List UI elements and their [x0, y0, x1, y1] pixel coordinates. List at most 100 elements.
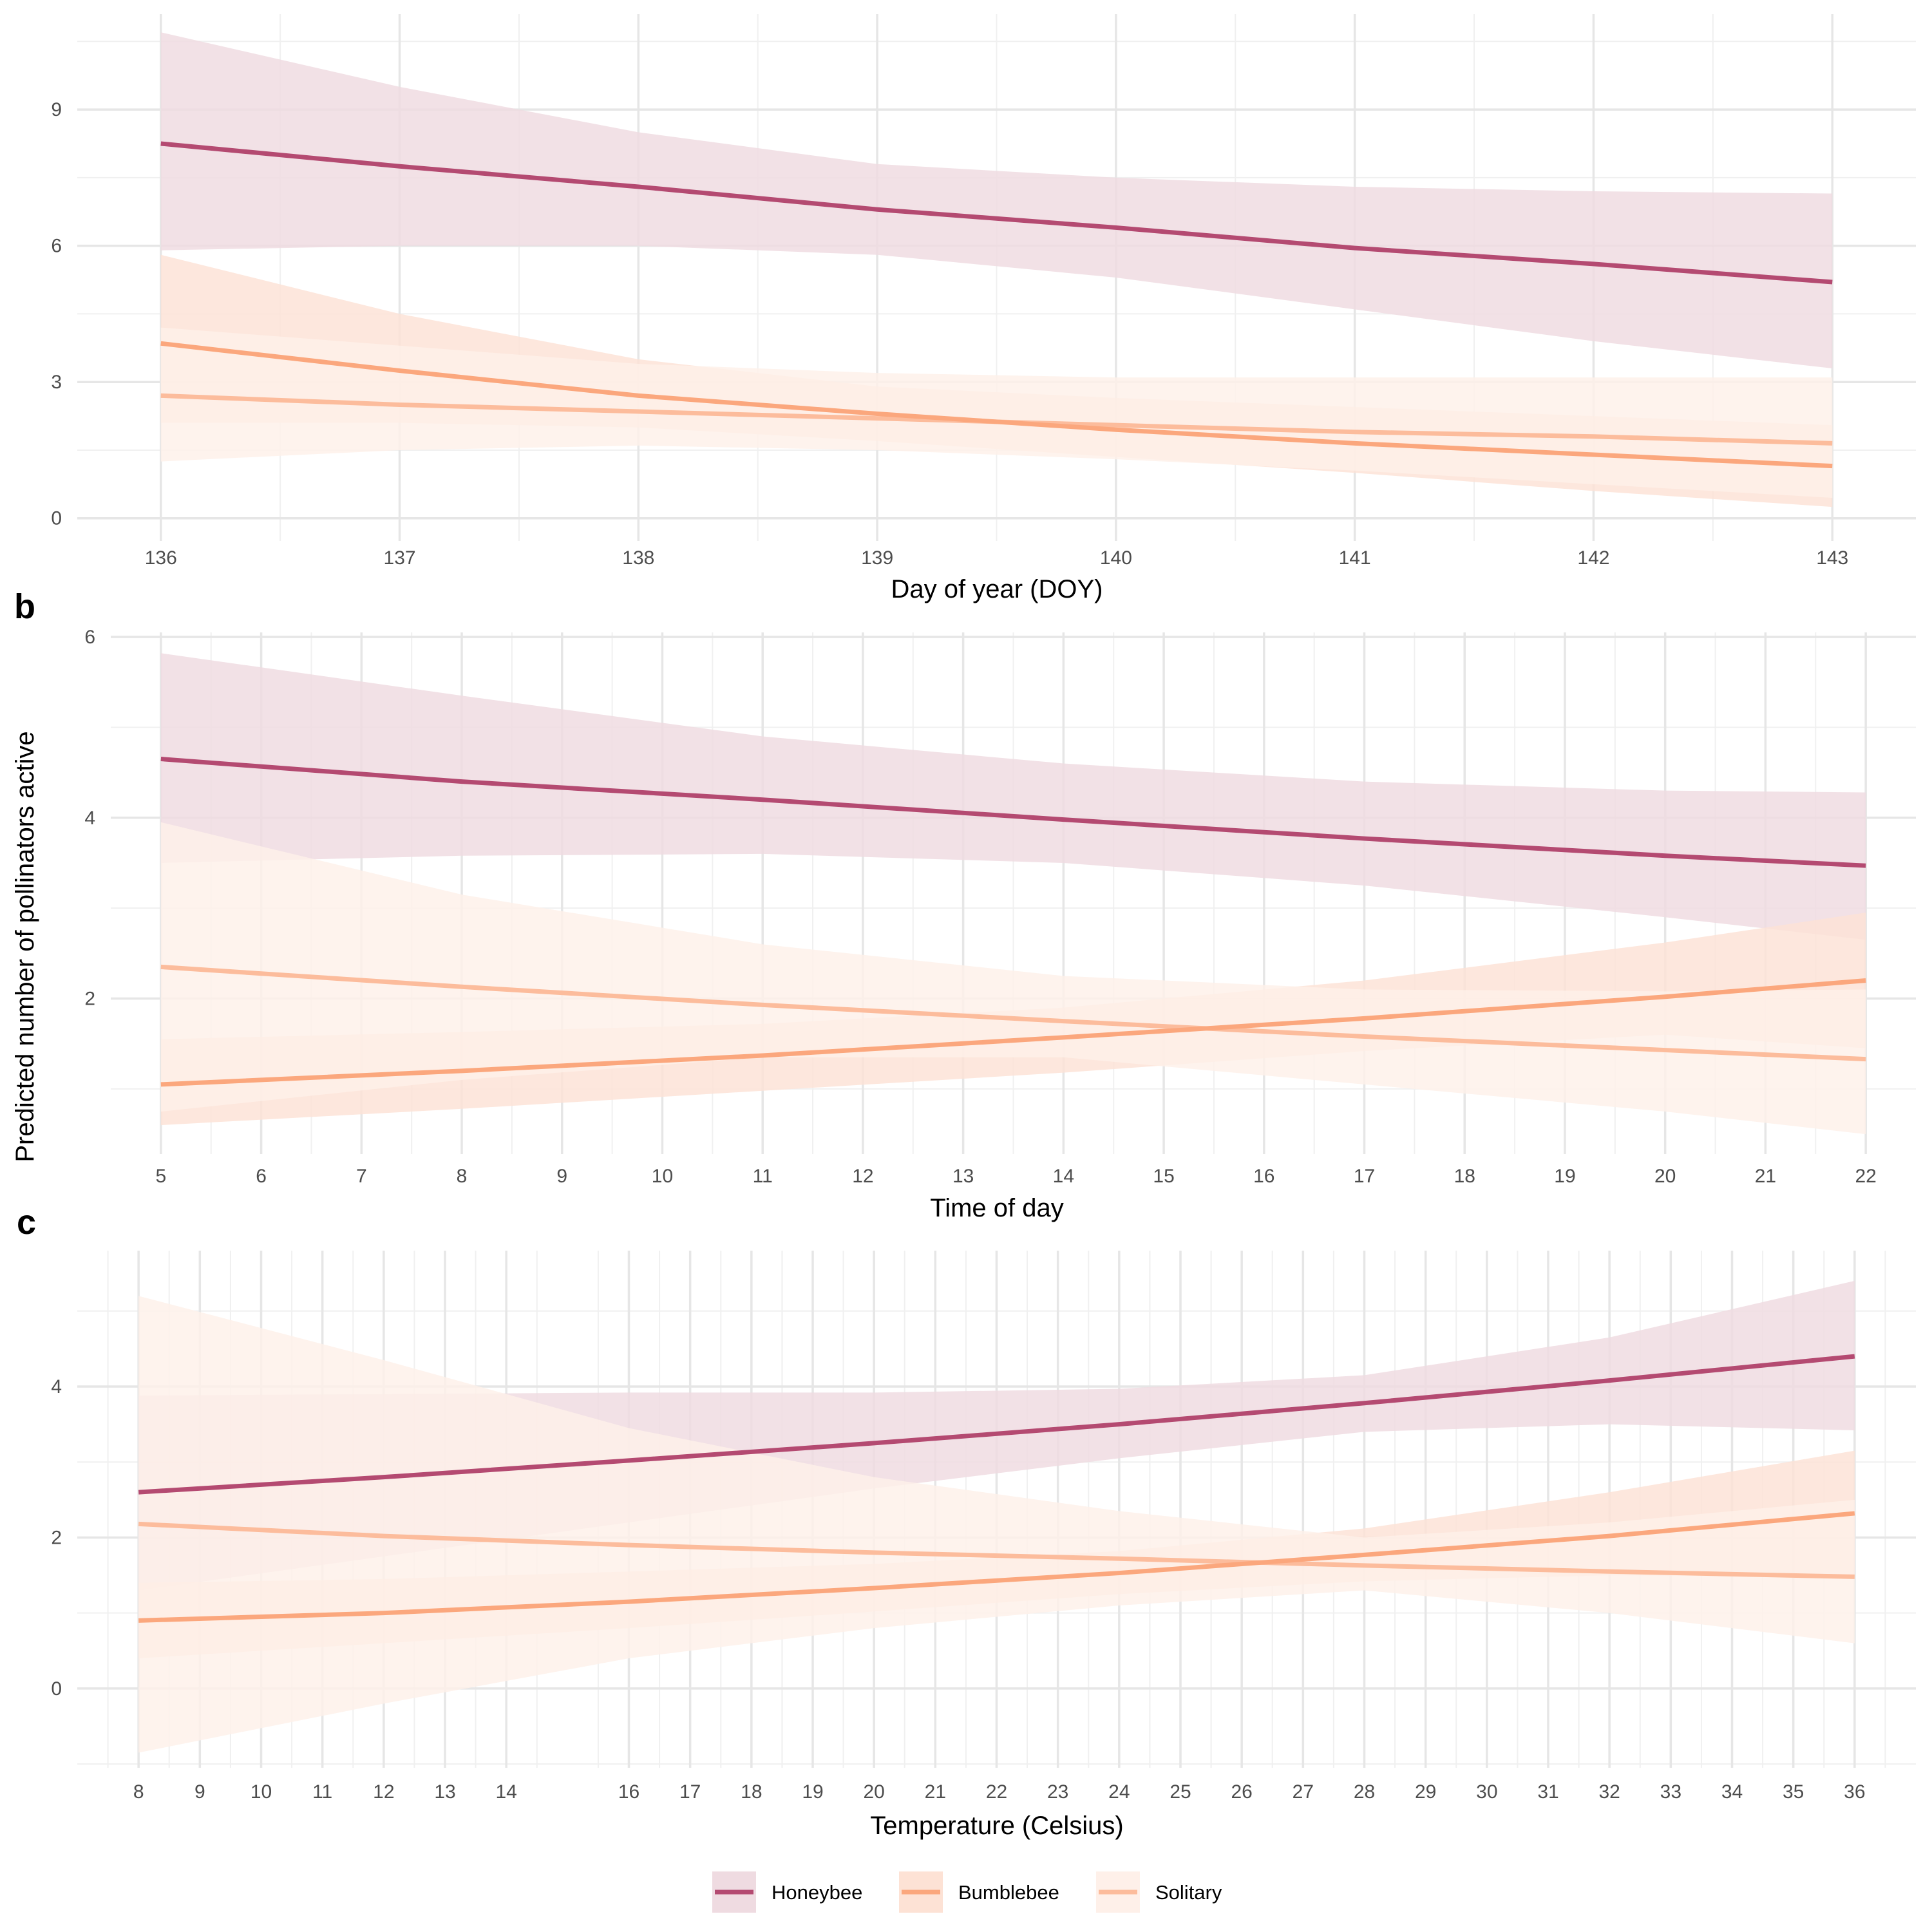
- x-tick-label: 17: [1354, 1166, 1375, 1187]
- x-tick-label: 31: [1537, 1781, 1558, 1803]
- x-tick-label: 13: [434, 1781, 455, 1803]
- bumblebee-line: [138, 1511, 1855, 1623]
- x-tick-label: 34: [1721, 1781, 1743, 1803]
- series-lines: [138, 1354, 1855, 1623]
- legend-label: Solitary: [1155, 1881, 1222, 1904]
- x-axis-title: Day of year (DOY): [891, 575, 1103, 603]
- solitary-line: [160, 964, 1866, 1062]
- legend-item-solitary: Solitary: [1096, 1871, 1222, 1913]
- series-lines: [160, 757, 1866, 1087]
- y-tick-label: 0: [51, 1678, 62, 1700]
- x-tick-label: 9: [194, 1781, 205, 1803]
- solitary-confidence-band: [160, 327, 1833, 498]
- legend-item-honeybee: Honeybee: [712, 1871, 862, 1913]
- x-tick-label: 21: [925, 1781, 946, 1803]
- x-tick-label: 9: [556, 1166, 567, 1187]
- panel-temperature: c 8 9 10 11 12 13 14 16 17 18 19 20 21 22 23 24 25 26 27 28…: [17, 1203, 1916, 1840]
- x-tick-label: 8: [457, 1166, 468, 1187]
- y-tick-label: 6: [51, 236, 62, 257]
- panel-label: b: [14, 587, 35, 626]
- x-tick-label: 143: [1816, 547, 1848, 569]
- x-tick-label: 11: [312, 1781, 332, 1803]
- panel-doy: 136 137 138 139 140 141 142 143 0 3 6 9 Day of yea…: [51, 14, 1916, 603]
- x-tick-label: 137: [384, 547, 416, 569]
- panel-time-of-day: b 5 6 7 8 9 10 11 12 13 14 15 16 17 18 19 20 21 22 2 4 6 Ti…: [14, 587, 1916, 1222]
- x-tick-label: 26: [1231, 1781, 1252, 1803]
- x-tick-label: 10: [652, 1166, 673, 1187]
- x-tick-labels: 8 9 10 11 12 13 14 16 17 18 19 20 21 22 23 24 25 26 27 28 29…: [133, 1781, 1866, 1803]
- legend-item-bumblebee: Bumblebee: [899, 1871, 1059, 1913]
- y-tick-label: 0: [51, 508, 62, 529]
- x-tick-label: 17: [679, 1781, 701, 1803]
- y-tick-label: 2: [84, 989, 95, 1010]
- honeybee-line: [160, 141, 1833, 285]
- legend: Honeybee Bumblebee Solitary: [712, 1871, 1222, 1913]
- x-tick-label: 35: [1783, 1781, 1804, 1803]
- solitary-confidence-band: [138, 1296, 1855, 1753]
- y-tick-label: 9: [51, 99, 62, 120]
- x-tick-label: 21: [1755, 1166, 1776, 1187]
- x-tick-labels: 5 6 7 8 9 10 11 12 13 14 15 16 17 18 19 20 21 22: [156, 1166, 1877, 1187]
- x-tick-label: 19: [1554, 1166, 1575, 1187]
- x-tick-label: 36: [1844, 1781, 1865, 1803]
- legend-label: Honeybee: [772, 1881, 862, 1904]
- x-tick-label: 14: [1053, 1166, 1074, 1187]
- x-tick-label: 20: [1654, 1166, 1676, 1187]
- x-tick-label: 139: [861, 547, 893, 569]
- x-tick-label: 18: [1454, 1166, 1475, 1187]
- honeybee-line: [160, 757, 1866, 868]
- x-tick-label: 28: [1354, 1781, 1375, 1803]
- x-tick-label: 23: [1047, 1781, 1068, 1803]
- x-tick-label: 20: [863, 1781, 884, 1803]
- y-tick-label: 3: [51, 372, 62, 393]
- x-axis-title: Temperature (Celsius): [870, 1812, 1123, 1840]
- x-tick-label: 12: [373, 1781, 394, 1803]
- y-tick-labels: 0 2 4: [51, 1376, 62, 1700]
- x-tick-label: 5: [156, 1166, 167, 1187]
- x-tick-label: 136: [145, 547, 177, 569]
- y-tick-labels: 0 3 6 9: [51, 99, 62, 529]
- x-tick-label: 15: [1153, 1166, 1174, 1187]
- honeybee-confidence-band: [160, 653, 1866, 940]
- x-tick-label: 141: [1339, 547, 1371, 569]
- y-tick-label: 6: [84, 627, 95, 648]
- x-tick-label: 18: [741, 1781, 762, 1803]
- y-tick-label: 4: [51, 1376, 62, 1397]
- honeybee-confidence-band: [160, 32, 1833, 369]
- x-tick-label: 22: [986, 1781, 1007, 1803]
- x-tick-label: 30: [1476, 1781, 1497, 1803]
- y-tick-label: 2: [51, 1527, 62, 1548]
- confidence-bands: [160, 32, 1833, 507]
- x-tick-label: 16: [618, 1781, 639, 1803]
- x-tick-label: 19: [802, 1781, 823, 1803]
- y-tick-label: 4: [84, 808, 95, 829]
- x-tick-label: 14: [495, 1781, 516, 1803]
- x-tick-label: 6: [256, 1166, 267, 1187]
- x-tick-label: 140: [1100, 547, 1132, 569]
- x-tick-label: 33: [1660, 1781, 1681, 1803]
- x-axis-title: Time of day: [930, 1194, 1063, 1222]
- x-tick-label: 138: [622, 547, 654, 569]
- x-tick-label: 10: [251, 1781, 272, 1803]
- x-tick-label: 142: [1577, 547, 1609, 569]
- x-tick-label: 8: [133, 1781, 144, 1803]
- series-lines: [160, 141, 1833, 469]
- x-tick-label: 11: [753, 1166, 773, 1187]
- x-tick-label: 7: [356, 1166, 367, 1187]
- honeybee-line: [138, 1354, 1855, 1495]
- x-tick-label: 16: [1253, 1166, 1274, 1187]
- x-tick-label: 32: [1598, 1781, 1620, 1803]
- y-axis-title: Predicted number of pollinators active: [11, 731, 39, 1162]
- x-tick-label: 27: [1293, 1781, 1314, 1803]
- x-tick-label: 13: [952, 1166, 974, 1187]
- x-tick-label: 24: [1108, 1781, 1130, 1803]
- y-tick-labels: 2 4 6: [84, 627, 95, 1010]
- x-tick-label: 12: [852, 1166, 873, 1187]
- panel-label: c: [17, 1203, 36, 1242]
- solitary-confidence-band: [160, 822, 1866, 1135]
- x-tick-label: 25: [1170, 1781, 1191, 1803]
- bumblebee-line: [160, 978, 1866, 1087]
- x-tick-label: 29: [1415, 1781, 1436, 1803]
- legend-label: Bumblebee: [958, 1881, 1059, 1904]
